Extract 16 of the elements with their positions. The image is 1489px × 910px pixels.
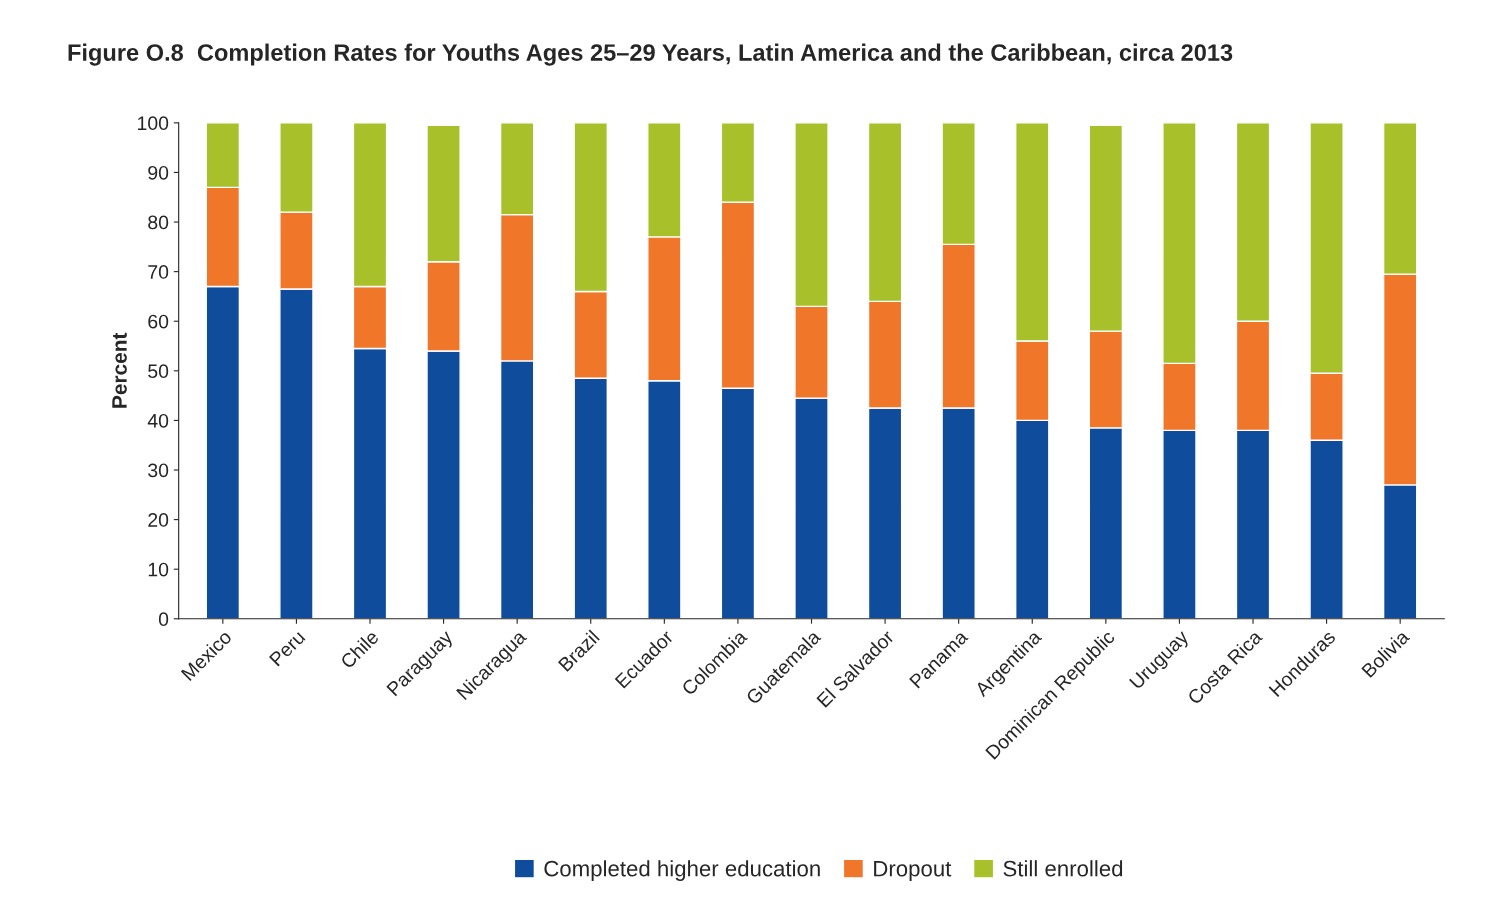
y-tick-label: 60	[148, 314, 169, 329]
y-tick-label: 90	[148, 165, 169, 180]
legend-label: Completed higher education	[544, 860, 820, 881]
legend-label: Dropout	[874, 861, 952, 881]
chart-title: Figure O.8 Completion Rates for Youths Ages 25–29 Years, Latin America and the Caribbean, circa 2013	[68, 43, 1233, 66]
y-tick-label: 0	[158, 612, 169, 627]
y-axis-title: Percent	[112, 332, 127, 408]
y-tick-label: 40	[147, 413, 169, 428]
y-tick-label: 100	[138, 116, 169, 131]
y-tick-label: 50	[148, 364, 169, 379]
y-tick-label: 20	[148, 513, 169, 527]
legend-label: Still enrolled	[1003, 860, 1123, 877]
y-tick-label: 10	[148, 562, 169, 577]
y-tick-label: 30	[148, 463, 169, 478]
y-tick-label: 70	[148, 265, 169, 279]
y-tick-label: 80	[148, 215, 169, 230]
